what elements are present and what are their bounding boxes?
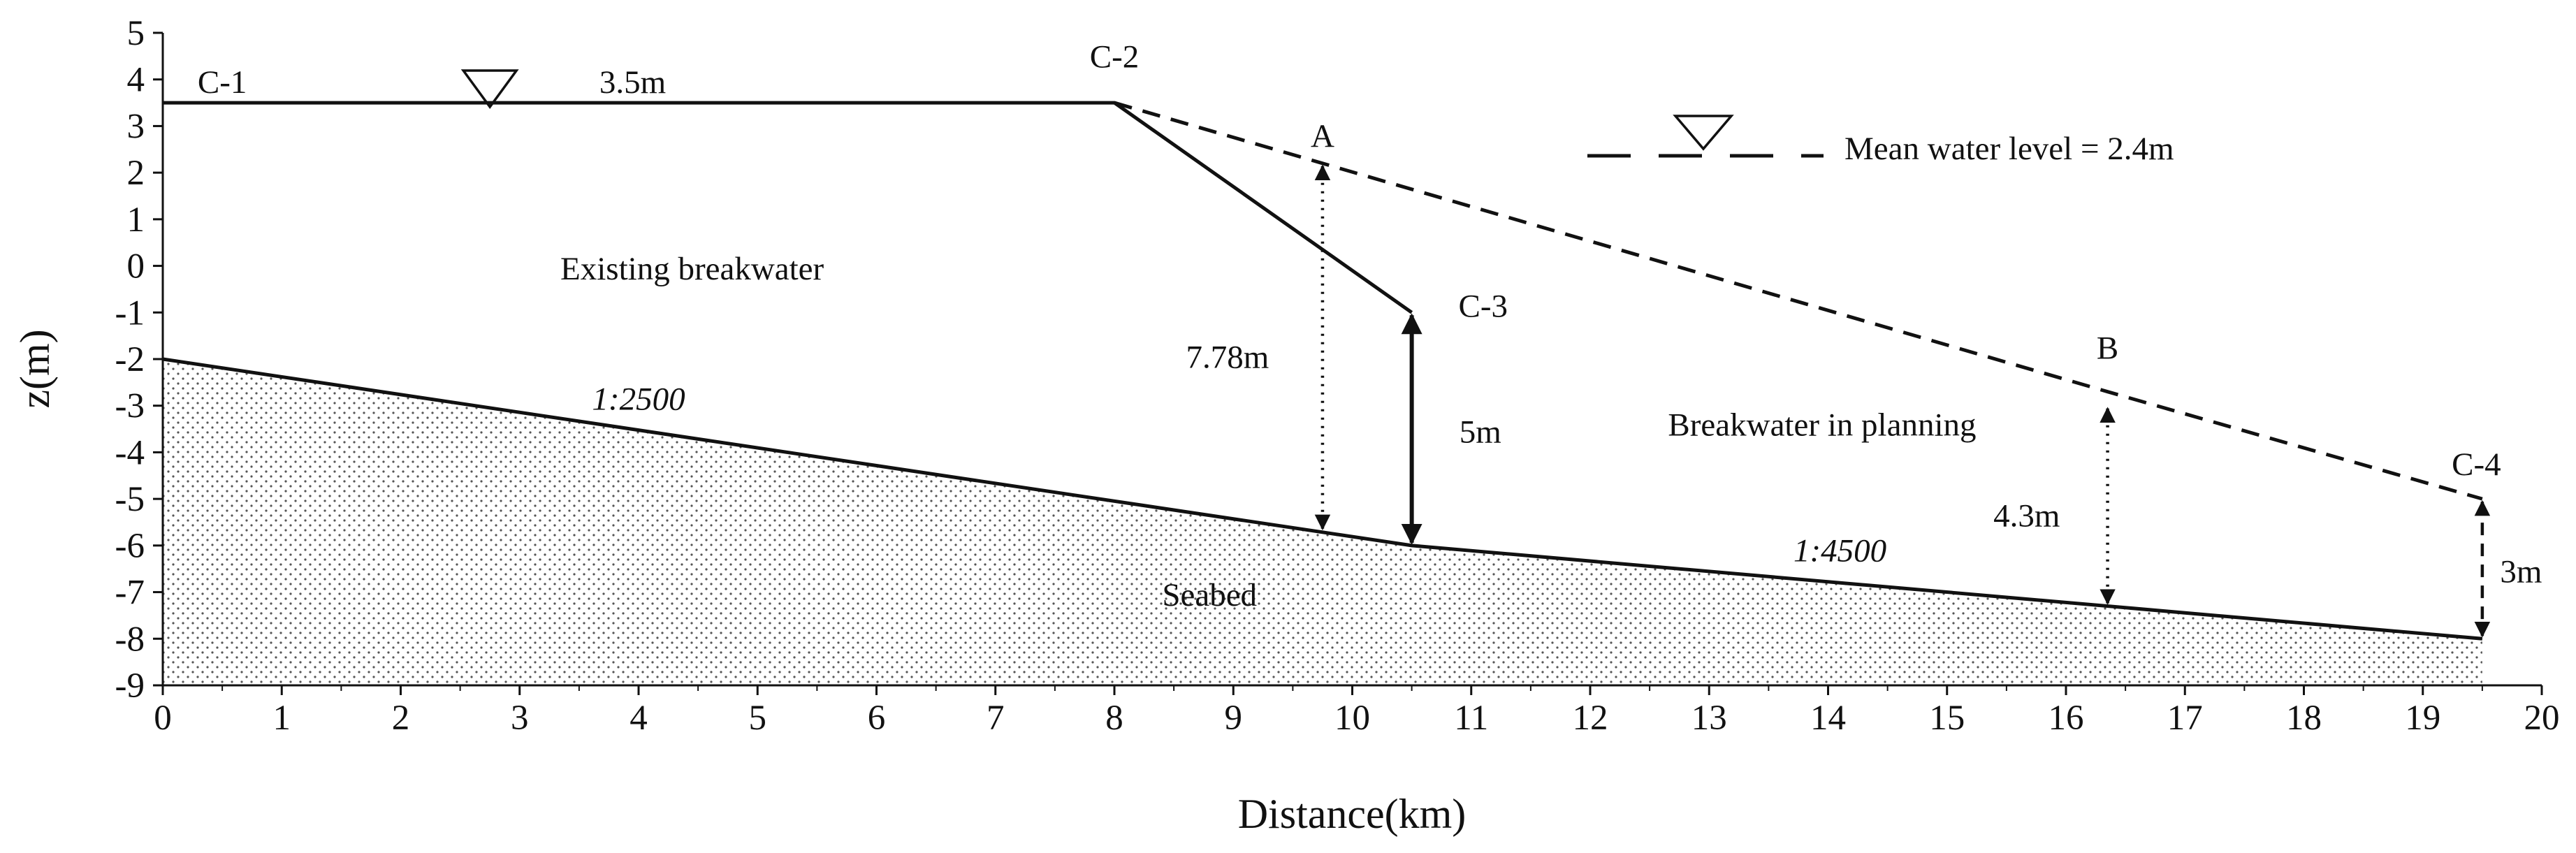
point-label-0: C-1 — [198, 64, 247, 101]
x-tick-label-7: 7 — [987, 699, 1005, 738]
slope-label-0: 1:2500 — [592, 381, 685, 418]
legend: Mean water level = 2.4m — [1587, 115, 2174, 167]
y-tick-label-6: -1 — [115, 293, 145, 333]
y-tick-label-10: -5 — [115, 480, 145, 519]
x-tick-label-11: 11 — [1454, 699, 1488, 738]
legend-label: Mean water level = 2.4m — [1844, 131, 2174, 167]
legend-triangle-icon — [1673, 115, 1734, 151]
x-tick-label-1: 1 — [273, 699, 291, 738]
height-marker-label-0: 7.78m — [1186, 340, 1269, 376]
y-tick-label-11: -6 — [115, 527, 145, 566]
x-tick-label-16: 16 — [2049, 699, 2084, 738]
region-label-0: Existing breakwater — [560, 251, 824, 287]
y-tick-label-9: -4 — [115, 433, 145, 472]
water-level-triangle-icon — [460, 69, 519, 110]
seabed-fill-layer — [163, 359, 2482, 685]
x-tick-label-3: 3 — [511, 699, 529, 738]
y-tick-label-1: 4 — [127, 61, 145, 100]
height-marker-label-2: 4.3m — [1993, 497, 2060, 534]
x-tick-label-18: 18 — [2286, 699, 2322, 738]
x-tick-label-4: 4 — [630, 699, 648, 738]
y-tick-label-0: 5 — [127, 14, 145, 53]
point-label-4: A — [1311, 118, 1334, 154]
x-tick-label-0: 0 — [154, 699, 172, 738]
region-label-1: Breakwater in planning — [1668, 407, 1976, 443]
y-tick-label-4: 1 — [127, 201, 145, 240]
region-label-2: Seabed — [1162, 577, 1257, 613]
x-tick-label-2: 2 — [392, 699, 410, 738]
x-tick-label-10: 10 — [1334, 699, 1370, 738]
water-level-label: 3.5m — [599, 64, 666, 101]
y-tick-label-13: -8 — [115, 620, 145, 659]
y-tick-label-8: -3 — [115, 387, 145, 426]
x-tick-label-13: 13 — [1691, 699, 1727, 738]
series-line-2 — [162, 357, 2483, 641]
point-label-3: C-4 — [2452, 446, 2501, 483]
y-tick-label-7: -2 — [115, 340, 145, 379]
x-tick-label-19: 19 — [2405, 699, 2440, 738]
x-tick-label-9: 9 — [1225, 699, 1243, 738]
tick-label-layer: 0 1 2 3 4 5 6 7 8 9 10 11 12 13 14 15 16 17 18 19 20543210-1… — [115, 14, 2560, 738]
x-tick-label-5: 5 — [749, 699, 767, 738]
series-line-1 — [1114, 101, 2483, 501]
x-tick-label-8: 8 — [1105, 699, 1123, 738]
annotation-layer: 7.78m 5m 4.3m 3m C-1 C-2 C-3 C-4 A B Existing brea… — [198, 38, 2542, 613]
height-marker-label-3: 3m — [2500, 554, 2542, 590]
y-tick-label-12: -7 — [115, 574, 145, 613]
x-tick-label-20: 20 — [2524, 699, 2560, 738]
slope-label-1: 1:4500 — [1793, 533, 1886, 569]
y-tick-label-2: 3 — [127, 107, 145, 146]
y-tick-label-3: 2 — [127, 154, 145, 193]
point-label-5: B — [2097, 330, 2118, 366]
height-marker-label-1: 5m — [1460, 414, 1501, 450]
seabed-area — [163, 359, 2482, 685]
x-tick-label-6: 6 — [868, 699, 886, 738]
point-label-1: C-2 — [1090, 38, 1140, 75]
x-tick-label-15: 15 — [1929, 699, 1965, 738]
axes-layer — [153, 31, 2543, 695]
y-tick-label-14: -9 — [115, 666, 145, 706]
x-tick-label-17: 17 — [2167, 699, 2203, 738]
height-marker-layer — [1314, 164, 2491, 638]
series-layer — [162, 101, 2483, 641]
x-axis-title: Distance(km) — [1238, 791, 1467, 837]
y-tick-label-5: 0 — [127, 247, 145, 286]
y-axis-title: z(m) — [12, 329, 58, 408]
x-tick-label-12: 12 — [1573, 699, 1608, 738]
x-tick-label-14: 14 — [1810, 699, 1846, 738]
point-label-2: C-3 — [1459, 288, 1508, 324]
